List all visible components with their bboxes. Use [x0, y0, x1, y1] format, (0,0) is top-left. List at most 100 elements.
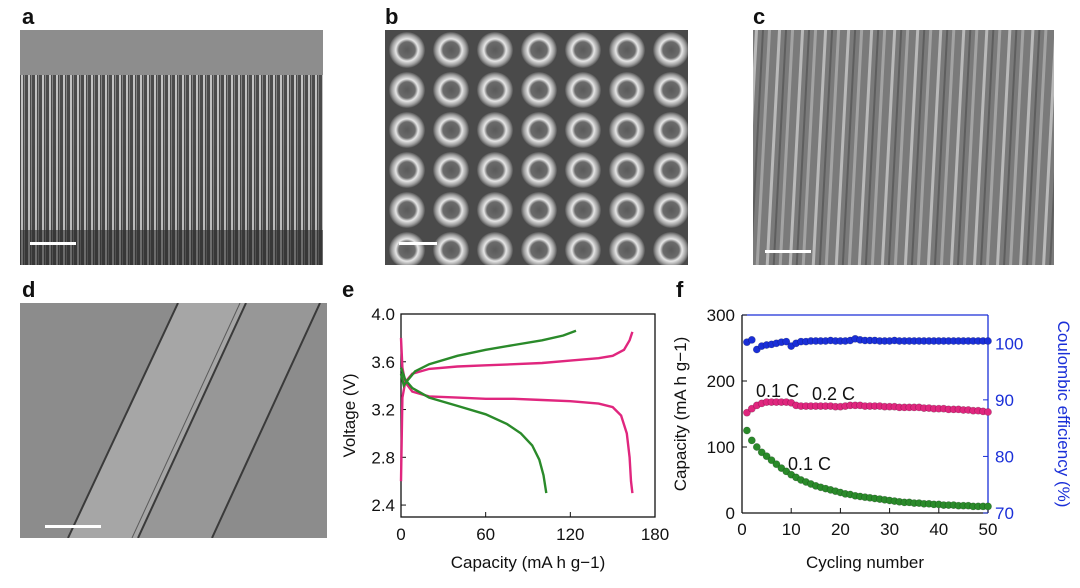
data-point-f-0	[900, 403, 909, 412]
data-point-f-2	[757, 342, 766, 350]
data-point-f-0	[969, 406, 978, 415]
data-point-f-0	[836, 402, 845, 411]
data-point-f-0	[890, 402, 899, 411]
data-point-f-0	[811, 402, 820, 410]
data-point-f-2	[747, 335, 756, 344]
data-point-f-2	[816, 337, 825, 345]
x-tick-label-e: 120	[556, 525, 584, 544]
data-point-f-0	[777, 398, 786, 406]
data-point-f-0	[743, 408, 751, 417]
y-axis-label-f: Capacity (mA h g−1)	[671, 337, 690, 492]
data-point-f-2	[777, 338, 786, 347]
data-point-f-2	[836, 337, 845, 345]
data-point-f-2	[890, 336, 899, 345]
panel-label-d: d	[22, 277, 36, 302]
data-point-f-1	[964, 501, 973, 510]
data-point-f-0	[930, 404, 938, 413]
plot-frame-e	[400, 313, 656, 518]
data-point-f-0	[757, 399, 766, 408]
data-point-f-2	[762, 341, 771, 349]
data-point-f-0	[885, 402, 894, 411]
scale-bar-d	[45, 525, 101, 528]
data-point-f-0	[782, 398, 791, 406]
data-point-f-0	[939, 404, 948, 413]
data-point-f-1	[939, 501, 948, 509]
data-point-f-1	[949, 501, 958, 509]
panel-label-f: f	[676, 277, 684, 302]
data-point-f-2	[846, 336, 855, 345]
panel-label-e: e	[342, 277, 355, 302]
data-point-f-2	[821, 337, 830, 345]
x-axis-label-f: Cycling number	[806, 553, 924, 572]
data-point-f-0	[880, 402, 889, 411]
y-tick-label-e: 2.8	[371, 448, 395, 467]
series-line-e-1	[399, 337, 634, 494]
data-point-f-1	[743, 426, 751, 435]
data-point-f-2	[875, 337, 884, 345]
chart-f: 0 10 20 30 40 50 0 100 200 300 70 80 90 100 Cycling nu…	[671, 306, 1073, 572]
data-point-f-2	[885, 337, 894, 345]
sem-image-b	[385, 30, 688, 265]
data-point-f-1	[885, 496, 894, 505]
data-point-f-0	[915, 403, 923, 412]
data-point-f-0	[984, 408, 992, 416]
data-point-f-1	[959, 501, 968, 510]
tem-image-d	[20, 303, 327, 538]
data-point-f-0	[920, 404, 928, 412]
data-point-f-2	[974, 337, 983, 345]
y-tick-label-f: 100	[707, 438, 735, 457]
data-point-f-0	[954, 405, 963, 414]
y-tick-label-e: 3.2	[371, 401, 395, 420]
scale-bar-b	[399, 242, 437, 245]
data-point-f-2	[939, 337, 948, 345]
data-point-f-1	[905, 498, 914, 507]
data-point-f-1	[851, 491, 860, 500]
data-point-f-0	[870, 402, 879, 410]
data-point-f-1	[930, 500, 938, 509]
data-point-f-2	[752, 345, 761, 354]
x-tick-label-f: 30	[880, 520, 899, 539]
x-axis-label-e: Capacity (mA h g−1)	[451, 553, 606, 572]
data-point-f-2	[772, 339, 781, 348]
data-point-f-0	[767, 398, 776, 406]
data-point-f-0	[979, 407, 987, 416]
data-point-f-0	[861, 402, 869, 410]
y2-tick-label-f: 90	[995, 391, 1014, 410]
y-tick-label-e: 2.4	[371, 496, 395, 515]
y-tick-label-e: 4.0	[371, 305, 395, 324]
data-point-f-0	[841, 402, 850, 410]
data-point-f-2	[969, 337, 978, 345]
scale-bar-a	[30, 242, 76, 245]
data-point-f-1	[954, 501, 963, 510]
annotation-0p2C: 0.2 C	[812, 384, 855, 404]
data-point-f-0	[831, 402, 840, 411]
data-point-f-0	[762, 398, 771, 406]
data-point-f-1	[757, 448, 766, 457]
data-point-f-2	[767, 340, 776, 349]
x-tick-label-f: 0	[737, 520, 746, 539]
data-point-f-1	[900, 498, 909, 507]
data-point-f-0	[866, 402, 874, 410]
data-point-f-2	[743, 338, 751, 347]
data-point-f-1	[910, 499, 919, 507]
data-point-f-0	[787, 398, 796, 407]
data-point-f-2	[866, 336, 874, 345]
data-point-f-1	[767, 456, 776, 465]
data-point-f-0	[949, 405, 958, 414]
data-point-f-0	[910, 403, 919, 412]
series-line-e-0	[399, 331, 634, 482]
data-point-f-2	[900, 337, 909, 345]
data-point-f-0	[802, 402, 810, 410]
chart-e: 0 60 120 180 2.4 2.8 3.2 3.6 4.0 Capacity (mA h g…	[340, 305, 669, 572]
y-tick-label-f: 200	[707, 372, 735, 391]
data-point-f-0	[792, 401, 800, 410]
x-tick-label-e: 180	[641, 525, 669, 544]
data-point-f-1	[792, 473, 800, 482]
data-point-f-1	[772, 460, 781, 469]
data-point-f-0	[856, 401, 864, 410]
data-point-f-1	[861, 493, 869, 502]
data-point-f-1	[846, 490, 855, 499]
data-point-f-2	[802, 337, 810, 346]
data-point-f-1	[875, 495, 884, 503]
data-point-f-1	[944, 501, 953, 509]
